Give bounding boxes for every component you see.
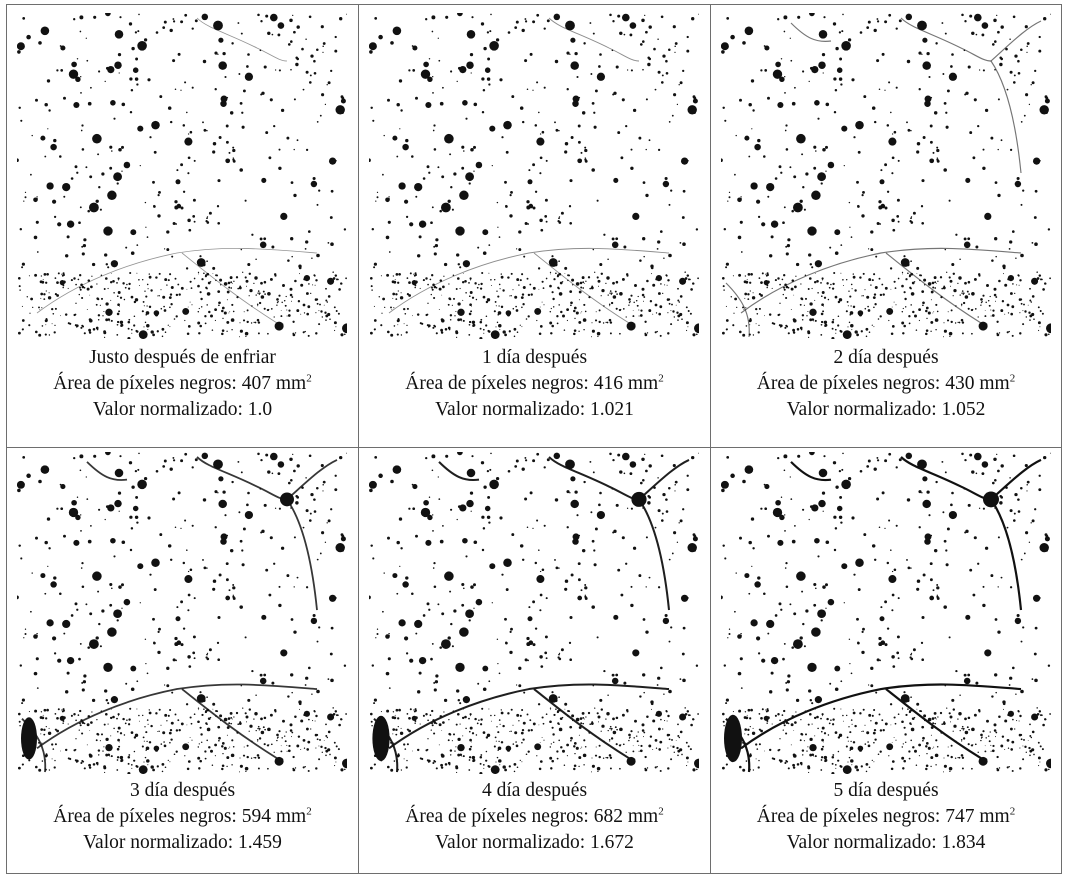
area-unit-exponent: 2 — [658, 372, 664, 385]
normalized-number: 1.052 — [941, 399, 986, 420]
normalized-value: Valor normalizado: 1.672 — [359, 830, 710, 856]
area-value: 430 — [945, 373, 975, 394]
area-label: Área de píxeles negros: — [756, 806, 941, 827]
area-label: Área de píxeles negros: — [405, 806, 589, 827]
normalized-value: Valor normalizado: 1.021 — [359, 397, 710, 423]
panel-title: 1 día después — [481, 347, 588, 368]
panel-caption: Justo después de enfriar Área de píxeles … — [7, 345, 358, 423]
area-unit: mm — [627, 373, 659, 394]
panel-3: 2 día después Área de píxeles negros: 430… — [711, 5, 1061, 447]
area-value: 682 — [593, 806, 623, 827]
normalized-value: Valor normalizado: 1.459 — [7, 830, 358, 856]
panel-caption: 1 día después Área de píxeles negros: 416… — [359, 345, 710, 423]
normalized-label: Valor normalizado: — [786, 832, 937, 853]
crack-micrograph-image — [369, 13, 699, 339]
panel-caption: 4 día después Área de píxeles negros: 682… — [359, 778, 710, 856]
area-unit: mm — [275, 806, 307, 827]
area-unit: mm — [627, 806, 659, 827]
crack-micrograph-image — [17, 452, 347, 774]
area-unit-exponent: 2 — [306, 372, 312, 385]
panel-caption: 2 día después Área de píxeles negros: 430… — [711, 345, 1061, 423]
panel-caption: 3 día después Área de píxeles negros: 594… — [7, 778, 358, 856]
normalized-number: 1.459 — [238, 832, 282, 853]
crack-micrograph-image — [721, 13, 1051, 339]
panel-6: 5 día después Área de píxeles negros: 747… — [711, 448, 1061, 873]
panel-5: 4 día después Área de píxeles negros: 682… — [359, 448, 710, 873]
panel-title: 2 día después — [833, 347, 939, 368]
area-unit-exponent: 2 — [306, 805, 312, 818]
crack-micrograph-image — [17, 13, 347, 339]
normalized-number: 1.021 — [590, 399, 634, 420]
area-unit-exponent: 2 — [1009, 805, 1016, 818]
area-label: Área de píxeles negros: — [756, 373, 941, 394]
black-pixel-area: Área de píxeles negros: 416 mm2 — [359, 371, 710, 397]
normalized-number: 1.672 — [590, 832, 634, 853]
normalized-number: 1.0 — [247, 399, 273, 420]
panel-title: 5 día después — [833, 780, 939, 801]
black-pixel-area: Área de píxeles negros: 682 mm2 — [359, 804, 710, 830]
black-pixel-area: Área de píxeles negros: 430 mm2 — [711, 371, 1061, 397]
normalized-label: Valor normalizado: — [435, 399, 586, 420]
panel-2: 1 día después Área de píxeles negros: 416… — [359, 5, 710, 447]
panel-title: Justo después de enfriar — [89, 347, 276, 368]
area-unit-exponent: 2 — [658, 805, 664, 818]
grid-divider-horizontal — [7, 447, 1061, 448]
area-unit: mm — [979, 806, 1010, 827]
normalized-value: Valor normalizado: 1.0 — [7, 397, 358, 423]
area-value: 747 — [945, 806, 975, 827]
normalized-label: Valor normalizado: — [786, 399, 937, 420]
area-label: Área de píxeles negros: — [53, 806, 237, 827]
panel-caption: 5 día después Área de píxeles negros: 747… — [711, 778, 1061, 856]
normalized-label: Valor normalizado: — [435, 832, 586, 853]
black-pixel-area: Área de píxeles negros: 747 mm2 — [711, 804, 1061, 830]
normalized-value: Valor normalizado: 1.052 — [711, 397, 1061, 423]
area-value: 407 — [241, 373, 271, 394]
normalized-number: 1.834 — [941, 832, 986, 853]
figure-grid: Justo después de enfriar Área de píxeles … — [6, 4, 1062, 874]
normalized-label: Valor normalizado: — [92, 399, 243, 420]
area-unit: mm — [979, 373, 1010, 394]
panel-1: Justo después de enfriar Área de píxeles … — [7, 5, 358, 447]
crack-micrograph-image — [721, 452, 1051, 774]
grid-divider-vertical-2 — [710, 5, 711, 873]
panel-4: 3 día después Área de píxeles negros: 594… — [7, 448, 358, 873]
area-label: Área de píxeles negros: — [53, 373, 237, 394]
area-label: Área de píxeles negros: — [405, 373, 589, 394]
panel-title: 3 día después — [129, 780, 236, 801]
area-unit-exponent: 2 — [1009, 372, 1016, 385]
panel-title: 4 día después — [481, 780, 588, 801]
area-unit: mm — [275, 373, 307, 394]
normalized-value: Valor normalizado: 1.834 — [711, 830, 1061, 856]
crack-micrograph-image — [369, 452, 699, 774]
normalized-label: Valor normalizado: — [83, 832, 234, 853]
area-value: 416 — [593, 373, 623, 394]
black-pixel-area: Área de píxeles negros: 594 mm2 — [7, 804, 358, 830]
black-pixel-area: Área de píxeles negros: 407 mm2 — [7, 371, 358, 397]
grid-divider-vertical-1 — [358, 5, 359, 873]
area-value: 594 — [241, 806, 271, 827]
